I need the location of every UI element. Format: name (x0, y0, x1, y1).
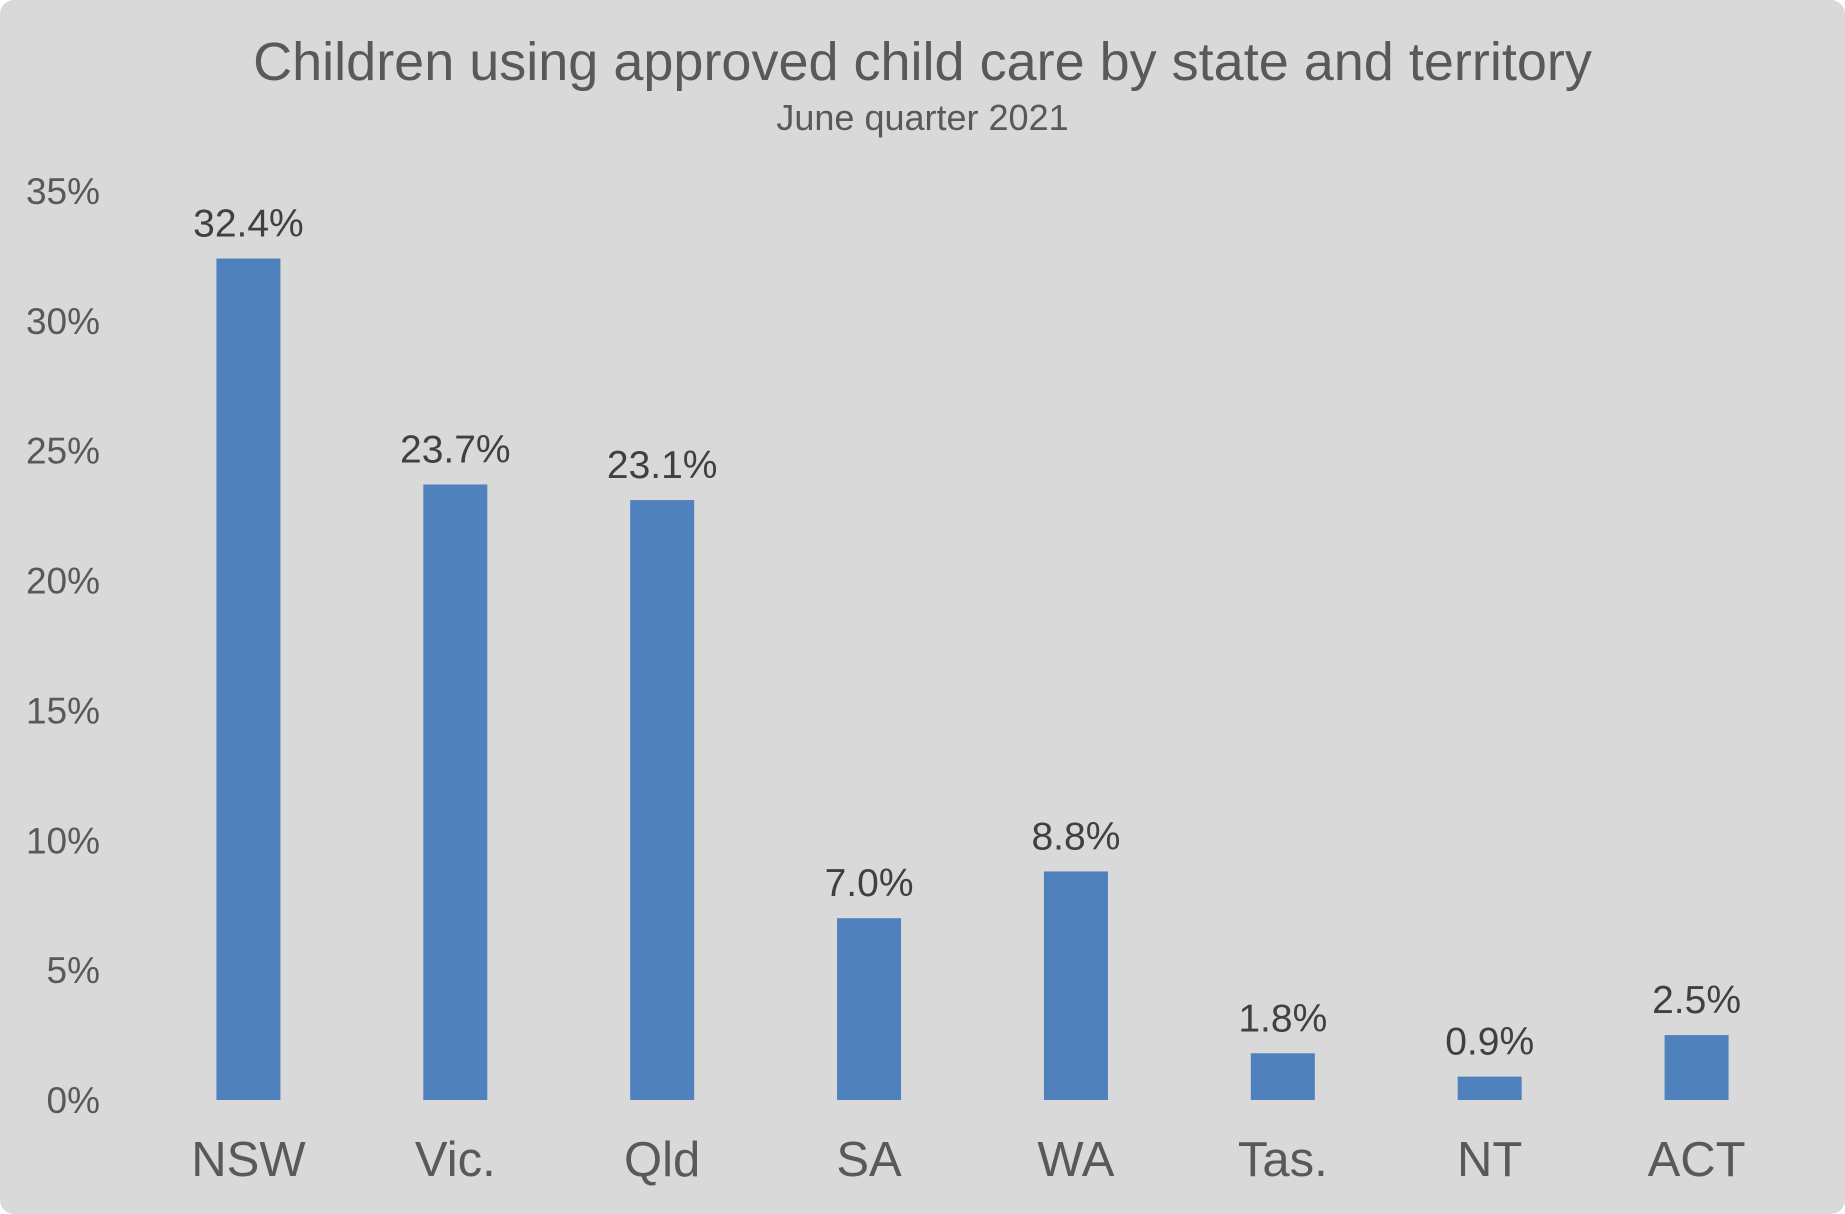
bar (216, 258, 281, 1100)
bar (423, 484, 488, 1100)
y-tick-label: 10% (26, 820, 100, 861)
x-tick-label: ACT (1648, 1133, 1746, 1187)
bar (630, 500, 695, 1100)
data-label: 32.4% (193, 203, 304, 246)
bar (837, 918, 902, 1100)
y-tick-label: 15% (26, 690, 100, 731)
y-tick-label: 20% (26, 561, 100, 602)
y-axis: 0% 5% 10% 15% 20% 25% 30% 35% (26, 171, 100, 1121)
chart-title: Children using approved child care by st… (253, 32, 1592, 92)
data-label: 23.7% (400, 428, 511, 471)
x-tick-label: WA (1037, 1133, 1114, 1187)
x-tick-label: SA (836, 1133, 902, 1187)
data-labels: 32.4% 23.7% 23.1% 7.0% 8.8% 1.8% 0.9% 2.5% (193, 203, 1741, 1064)
bar (1457, 1076, 1522, 1100)
y-tick-label: 0% (47, 1080, 100, 1121)
x-tick-label: Qld (624, 1133, 700, 1187)
bar (1664, 1035, 1729, 1100)
y-tick-label: 35% (26, 171, 100, 212)
x-tick-label: Vic. (415, 1133, 496, 1187)
data-label: 7.0% (825, 862, 914, 905)
y-tick-label: 30% (26, 301, 100, 342)
x-tick-label: NSW (191, 1133, 306, 1187)
bar (1250, 1053, 1315, 1100)
x-axis: NSW Vic. Qld SA WA Tas. NT ACT (191, 1133, 1745, 1187)
data-label: 0.9% (1445, 1021, 1534, 1064)
data-label: 23.1% (607, 444, 718, 487)
bar-series (216, 258, 1729, 1100)
y-tick-label: 25% (26, 431, 100, 472)
x-tick-label: NT (1457, 1133, 1522, 1187)
chart-subtitle: June quarter 2021 (776, 97, 1069, 138)
data-label: 2.5% (1652, 979, 1741, 1022)
bar (1043, 871, 1108, 1100)
data-label: 8.8% (1031, 815, 1120, 858)
data-label: 1.8% (1238, 997, 1327, 1040)
x-tick-label: Tas. (1238, 1133, 1328, 1187)
y-tick-label: 5% (47, 950, 100, 991)
